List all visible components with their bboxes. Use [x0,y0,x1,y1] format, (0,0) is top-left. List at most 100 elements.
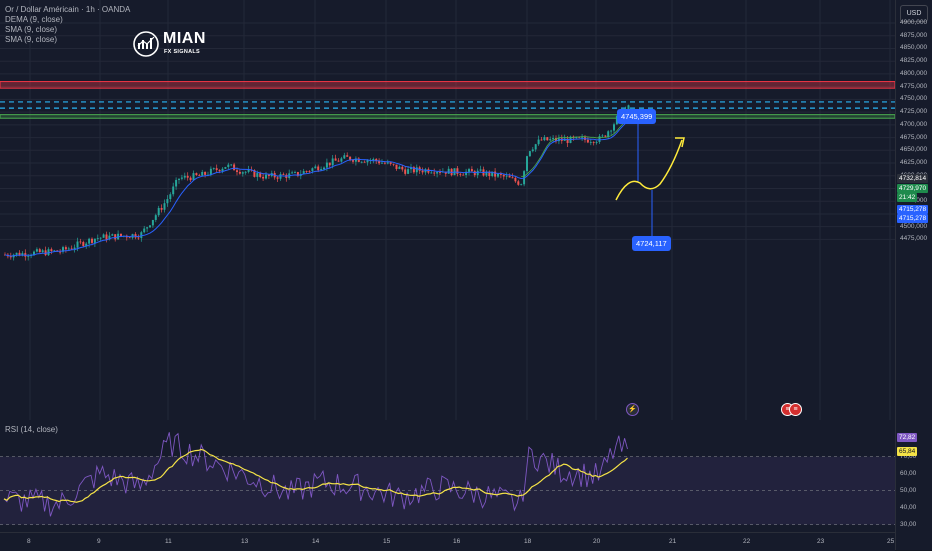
moving-average-green [521,117,629,177]
lightning-event-icon[interactable]: ⚡ [626,403,639,416]
candle-body [154,215,157,220]
logo-chart-icon [133,31,159,57]
candle-body [296,172,299,176]
candle-body [253,170,256,177]
currency-button[interactable]: USD [900,5,928,22]
time-tick-label: 11 [165,538,172,545]
candle-body [346,155,349,157]
time-tick-label: 21 [669,538,677,545]
candle-body [343,155,346,159]
price-tag: 4732,814 [897,174,929,183]
candle-body [302,171,305,175]
candle-body [407,169,410,174]
candle-body [392,163,395,165]
us-flag-event-icon-2[interactable]: ≡ [789,403,802,416]
price-callout-low[interactable]: 4724,117 [632,236,671,251]
candle-body [389,162,392,164]
candle-body [189,177,192,181]
candle-body [436,172,439,174]
support-zone [0,114,896,119]
candle-body [59,251,62,253]
candle-body [607,131,610,137]
time-tick-label: 16 [453,538,461,545]
candle-body [363,161,366,163]
price-tag: 4729,970 [897,184,929,193]
time-axis[interactable]: 8 9 11 13 14 15 16 18 20 21 22 23 25 [0,532,895,551]
candle-body [137,237,140,239]
legend[interactable]: Or / Dollar Américain · 1h · OANDA DEMA … [5,5,130,45]
candle-body [372,159,375,161]
price-axis[interactable]: USD 4900,000 4875,000 4850,000 4825,000 4800… [895,0,932,550]
candle-body [470,169,473,172]
candle-body [540,139,543,141]
rsi-legend[interactable]: RSI (14, close) [5,425,58,434]
legend-sma-2[interactable]: SMA (9, close) [5,35,58,44]
candle-body [511,177,514,179]
candle-body [244,171,247,173]
candle-body [340,158,343,162]
legend-sma-1[interactable]: SMA (9, close) [5,25,58,34]
candle-body [221,168,224,172]
candle-body [325,162,328,168]
candle-body [430,172,433,174]
rsi-pane[interactable]: RSI (14, close) [0,422,895,532]
candle-body [259,173,262,177]
candle-body [236,170,238,172]
rsi-tag: 65,84 [897,447,918,456]
price-callout-high[interactable]: 4745,399 [617,109,657,124]
projection-path [615,139,683,201]
candle-body [160,207,163,210]
candle-body [514,177,517,182]
rsi-tick-label: 70,00 [900,452,917,460]
candle-body [44,250,47,256]
candle-body [462,174,465,176]
candle-body [111,234,114,236]
candle-body [267,174,270,176]
candle-body [198,175,201,176]
candle-body [494,171,497,177]
candle-body [82,242,85,247]
candle-body [15,252,18,255]
logo-name: MIAN [163,30,206,47]
candlestick-chart[interactable] [0,0,896,420]
candle-body [505,175,508,177]
candle-body [421,170,424,173]
rsi-chart[interactable] [0,422,895,532]
candle-body [485,171,488,176]
candle-body [491,171,494,177]
candle-body [520,184,523,186]
candle-body [212,168,215,169]
legend-symbol[interactable]: Or / Dollar Américain · 1h · OANDA [5,5,131,14]
candle-body [233,164,236,171]
candle-body [456,168,459,174]
candle-body [586,139,589,143]
candle-body [610,130,613,132]
price-tag: 4715,278 [897,214,929,223]
candle-body [439,172,441,173]
price-pane[interactable]: Or / Dollar Américain · 1h · OANDA DEMA … [0,0,896,420]
candle-body [305,171,308,172]
candle-body [294,172,296,173]
candle-body [67,248,70,250]
candle-body [85,243,88,247]
candle-body [183,175,186,178]
candle-body [172,186,175,195]
candle-body [465,171,468,176]
candle-body [209,168,212,175]
candle-body [575,136,578,138]
candle-body [378,160,381,164]
candle-body [604,135,607,137]
candle-body [352,160,354,162]
price-tag: 21:42 [897,193,918,202]
candle-body [166,199,169,204]
price-tick-label: 4675,000 [900,133,928,141]
candle-body [433,172,436,174]
price-tick-label: 4775,000 [900,82,928,90]
candle-body [96,238,99,239]
price-tick-label: 4650,000 [900,146,928,154]
candles [4,104,630,261]
candle-body [317,166,320,171]
candle-body [146,227,149,229]
moving-average-blue [4,119,629,257]
legend-dema[interactable]: DEMA (9, close) [5,15,63,24]
